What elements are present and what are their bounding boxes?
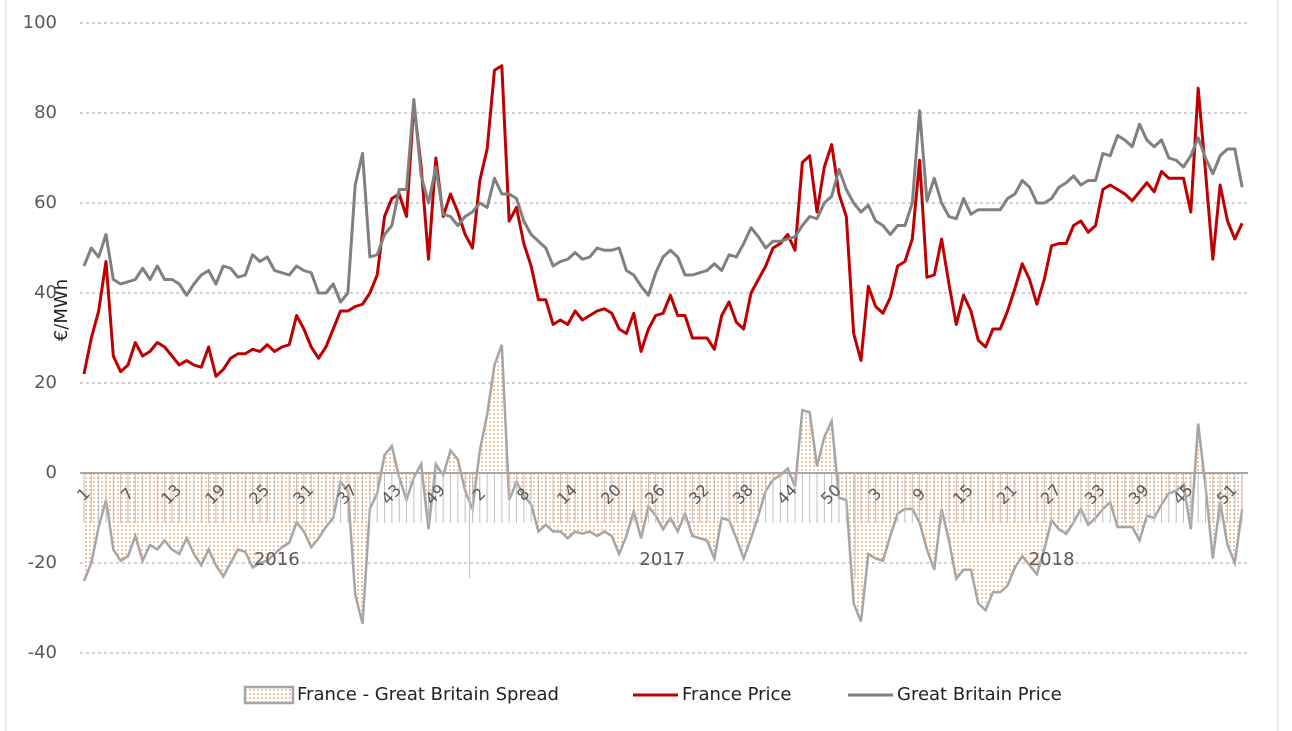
price-line [82, 98, 1244, 304]
y-tick-label: 60 [34, 192, 57, 213]
y-tick-label: 80 [34, 102, 57, 123]
year-label: 2016 [254, 549, 300, 570]
y-tick-label: -40 [28, 642, 57, 663]
x-tick-label: 44 [773, 480, 801, 508]
y-tick-label: 100 [23, 12, 57, 33]
y-axis-label: €/MWh [51, 279, 72, 341]
price-line [82, 64, 1244, 378]
y-tick-label: -20 [28, 552, 57, 573]
y-tick-label: 20 [34, 372, 57, 393]
legend-label: France - Great Britain Spread [297, 684, 559, 705]
y-tick-label: 40 [34, 282, 57, 303]
legend-swatch [243, 685, 295, 705]
spread-line [82, 344, 1244, 625]
legend-label: Great Britain Price [897, 684, 1062, 705]
legend-label: France Price [682, 684, 792, 705]
y-tick-label: 0 [46, 462, 57, 483]
year-label: 2018 [1029, 549, 1075, 570]
frame [5, 0, 1279, 731]
year-label: 2017 [639, 549, 685, 570]
